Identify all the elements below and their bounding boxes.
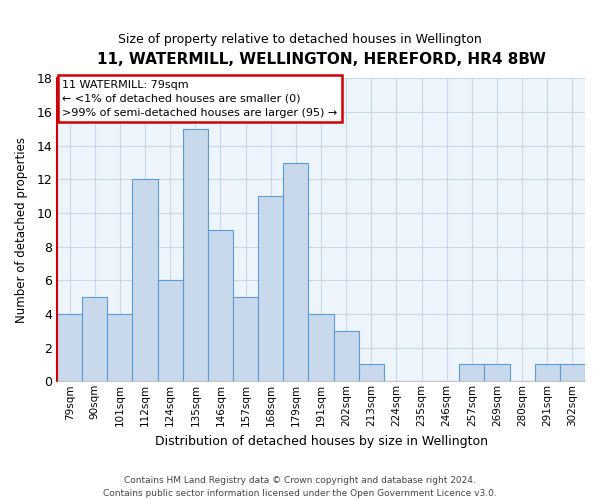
Bar <box>535 364 560 382</box>
Bar <box>359 364 384 382</box>
Text: Size of property relative to detached houses in Wellington: Size of property relative to detached ho… <box>118 32 482 46</box>
Text: Contains HM Land Registry data © Crown copyright and database right 2024.
Contai: Contains HM Land Registry data © Crown c… <box>103 476 497 498</box>
Bar <box>233 297 258 382</box>
Bar <box>283 162 308 382</box>
Bar <box>258 196 283 382</box>
Bar <box>158 280 183 382</box>
Bar <box>560 364 585 382</box>
Bar <box>334 331 359 382</box>
Bar <box>183 129 208 382</box>
Bar <box>460 364 484 382</box>
Bar <box>484 364 509 382</box>
Bar <box>82 297 107 382</box>
Bar <box>57 314 82 382</box>
Text: 11 WATERMILL: 79sqm
← <1% of detached houses are smaller (0)
>99% of semi-detach: 11 WATERMILL: 79sqm ← <1% of detached ho… <box>62 80 338 118</box>
Bar <box>107 314 133 382</box>
Title: 11, WATERMILL, WELLINGTON, HEREFORD, HR4 8BW: 11, WATERMILL, WELLINGTON, HEREFORD, HR4… <box>97 52 545 68</box>
Bar <box>308 314 334 382</box>
Y-axis label: Number of detached properties: Number of detached properties <box>15 137 28 323</box>
X-axis label: Distribution of detached houses by size in Wellington: Distribution of detached houses by size … <box>155 434 488 448</box>
Bar <box>133 180 158 382</box>
Bar <box>208 230 233 382</box>
